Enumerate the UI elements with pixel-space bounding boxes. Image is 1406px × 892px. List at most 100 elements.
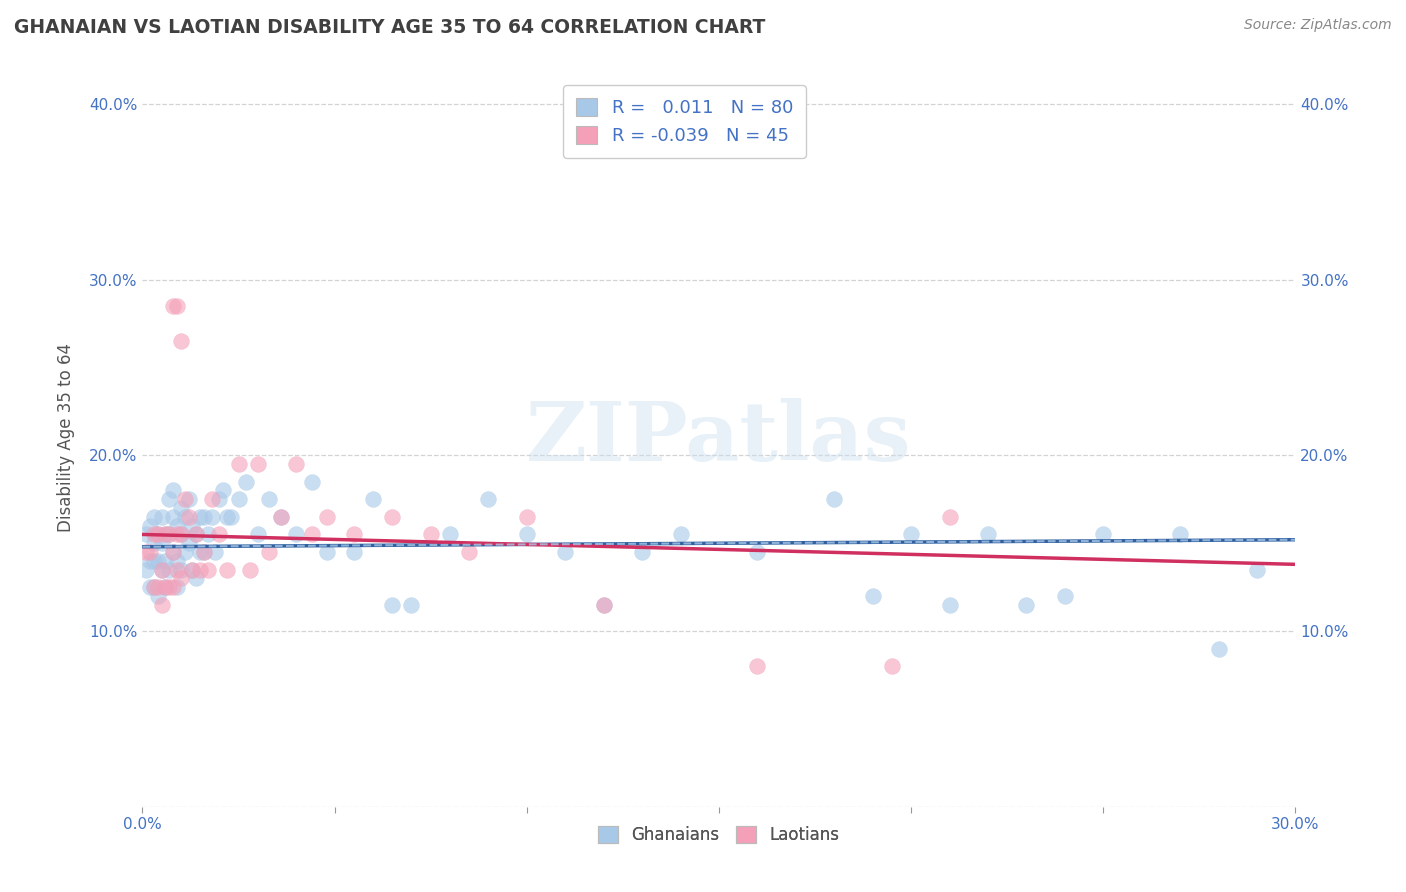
Point — [166, 563, 188, 577]
Point — [862, 589, 884, 603]
Point — [170, 527, 193, 541]
Point — [880, 659, 903, 673]
Point — [186, 527, 208, 541]
Point — [228, 457, 250, 471]
Point — [186, 527, 208, 541]
Point — [143, 580, 166, 594]
Point — [900, 527, 922, 541]
Point — [477, 492, 499, 507]
Point — [143, 509, 166, 524]
Point — [188, 545, 211, 559]
Point — [135, 527, 157, 541]
Point — [173, 545, 195, 559]
Point — [157, 563, 180, 577]
Point — [173, 492, 195, 507]
Point — [285, 527, 308, 541]
Point — [188, 509, 211, 524]
Point — [201, 509, 224, 524]
Point — [157, 527, 180, 541]
Point — [747, 545, 769, 559]
Point — [228, 492, 250, 507]
Point — [592, 598, 614, 612]
Point — [170, 501, 193, 516]
Point — [139, 518, 162, 533]
Point — [157, 527, 180, 541]
Text: Source: ZipAtlas.com: Source: ZipAtlas.com — [1244, 18, 1392, 32]
Point — [823, 492, 845, 507]
Point — [316, 545, 339, 559]
Point — [343, 545, 366, 559]
Point — [592, 598, 614, 612]
Point — [401, 598, 423, 612]
Point — [270, 509, 292, 524]
Point — [439, 527, 461, 541]
Point — [150, 509, 173, 524]
Point — [246, 457, 269, 471]
Point — [301, 527, 323, 541]
Point — [197, 563, 219, 577]
Point — [166, 554, 188, 568]
Point — [157, 492, 180, 507]
Point — [162, 299, 184, 313]
Point — [208, 527, 231, 541]
Point — [146, 527, 169, 541]
Point — [516, 527, 538, 541]
Point — [143, 527, 166, 541]
Point — [259, 545, 281, 559]
Point — [157, 580, 180, 594]
Point — [186, 571, 208, 585]
Point — [155, 580, 177, 594]
Point — [212, 483, 235, 498]
Point — [170, 571, 193, 585]
Point — [458, 545, 481, 559]
Point — [166, 580, 188, 594]
Point — [631, 545, 654, 559]
Point — [204, 545, 226, 559]
Point — [162, 545, 184, 559]
Point — [259, 492, 281, 507]
Point — [1208, 641, 1230, 656]
Point — [150, 563, 173, 577]
Point — [381, 509, 404, 524]
Point — [150, 536, 173, 550]
Point — [361, 492, 384, 507]
Point — [173, 509, 195, 524]
Point — [188, 563, 211, 577]
Point — [177, 509, 200, 524]
Point — [135, 563, 157, 577]
Point — [150, 563, 173, 577]
Point — [143, 536, 166, 550]
Text: GHANAIAN VS LAOTIAN DISABILITY AGE 35 TO 64 CORRELATION CHART: GHANAIAN VS LAOTIAN DISABILITY AGE 35 TO… — [14, 18, 765, 37]
Point — [139, 554, 162, 568]
Point — [146, 527, 169, 541]
Point — [139, 580, 162, 594]
Point — [181, 518, 204, 533]
Point — [139, 545, 162, 559]
Point — [1246, 563, 1268, 577]
Point — [150, 598, 173, 612]
Point — [208, 492, 231, 507]
Point — [181, 563, 204, 577]
Point — [669, 527, 692, 541]
Point — [162, 483, 184, 498]
Point — [197, 527, 219, 541]
Point — [215, 563, 238, 577]
Point — [193, 545, 215, 559]
Point — [1092, 527, 1115, 541]
Point — [146, 554, 169, 568]
Point — [143, 580, 166, 594]
Point — [1015, 598, 1038, 612]
Point — [155, 527, 177, 541]
Point — [135, 545, 157, 559]
Point — [193, 545, 215, 559]
Point — [285, 457, 308, 471]
Point — [215, 509, 238, 524]
Point — [316, 509, 339, 524]
Legend: Ghanaians, Laotians: Ghanaians, Laotians — [592, 819, 846, 850]
Point — [938, 509, 960, 524]
Point — [162, 509, 184, 524]
Point — [239, 563, 262, 577]
Point — [516, 509, 538, 524]
Point — [162, 580, 184, 594]
Point — [301, 475, 323, 489]
